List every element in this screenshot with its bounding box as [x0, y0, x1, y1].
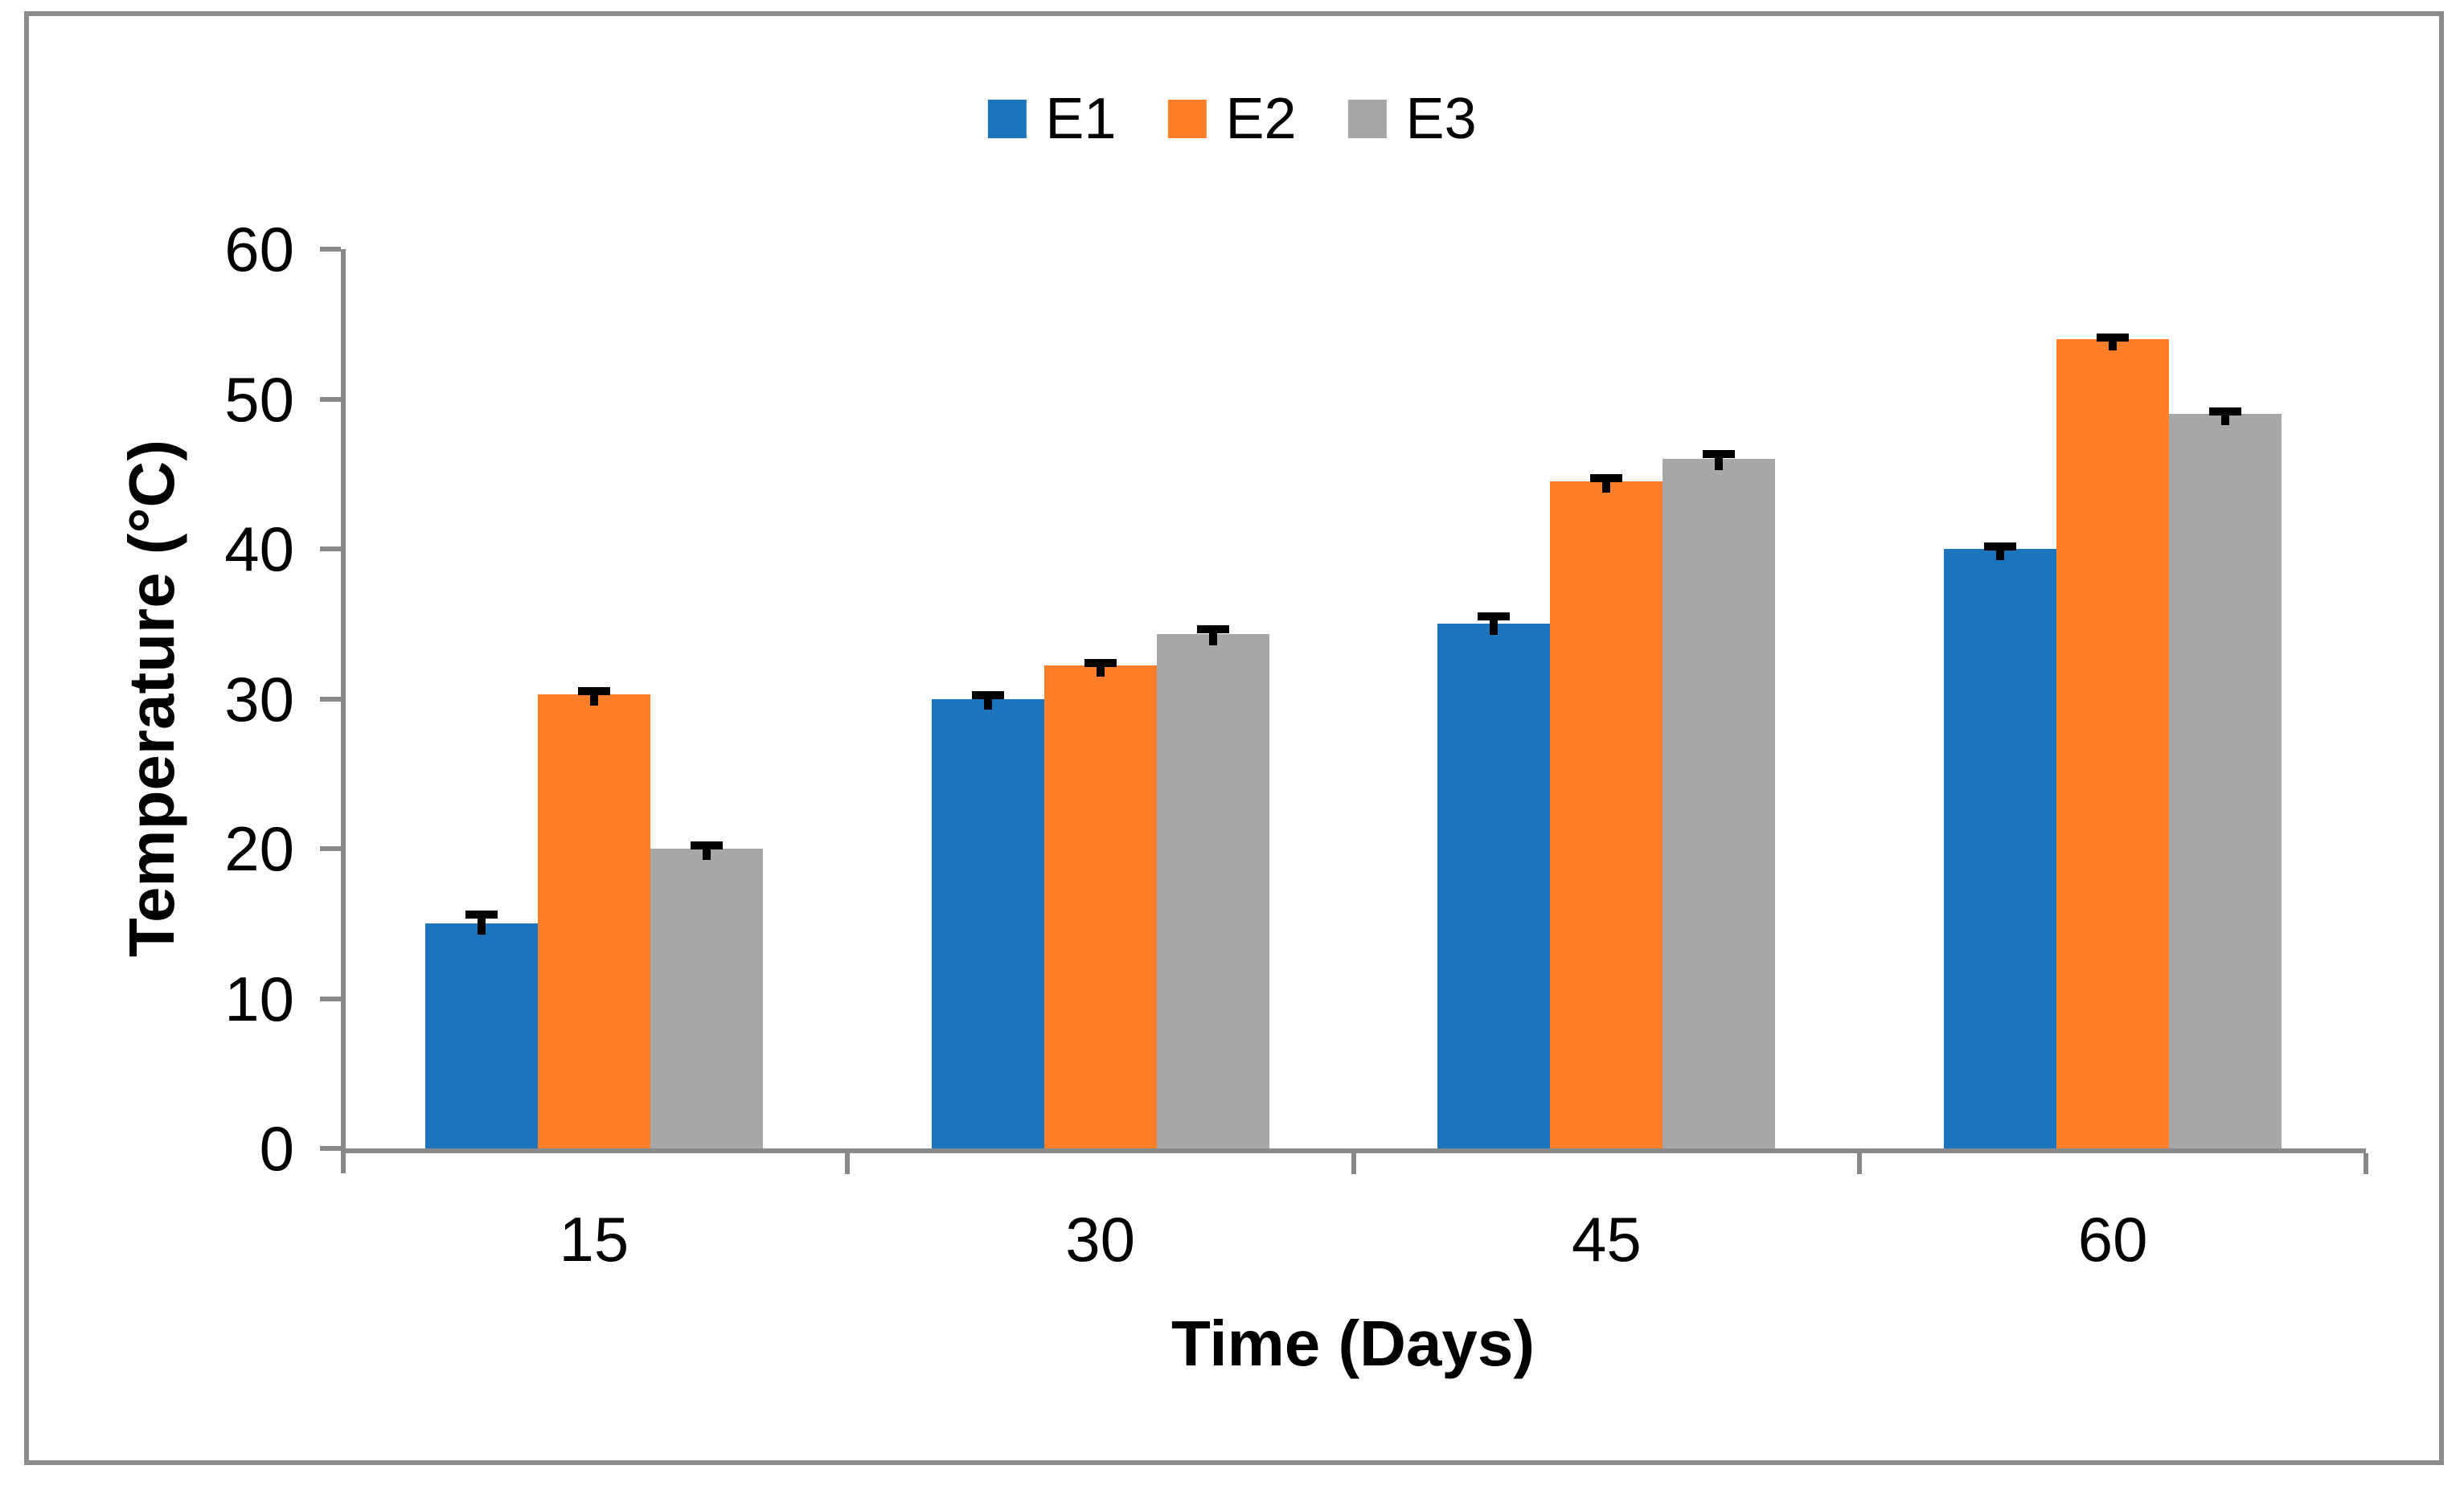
error-bar-stem [983, 694, 992, 710]
error-bar-stem [1096, 662, 1105, 677]
error-bar-cap [465, 911, 498, 919]
error-bar-cap [690, 841, 723, 850]
error-bar-stem [2109, 338, 2118, 350]
x-axis-tick [2364, 1153, 2368, 1174]
error-bar-stem [1208, 628, 1217, 646]
legend-swatch-e3 [1347, 100, 1387, 138]
bar-e3-30 [1156, 634, 1269, 1148]
error-bar-cap [1478, 612, 1511, 620]
x-axis-tick [844, 1153, 850, 1174]
error-bar-cap [2209, 407, 2242, 416]
x-axis-tick [1351, 1153, 1356, 1174]
bar-e2-45 [1550, 481, 1663, 1148]
y-tick-label: 10 [224, 963, 294, 1034]
bar-e1-45 [1437, 624, 1551, 1148]
x-axis-line [341, 1148, 2366, 1153]
error-bar-stem [589, 691, 598, 706]
error-bar-cap [2097, 334, 2130, 342]
y-axis-line [341, 249, 346, 1173]
bar-e1-15 [424, 923, 538, 1148]
chart-border [24, 11, 2444, 1465]
error-bar-stem [1602, 478, 1611, 493]
legend-item-e1: E1 [987, 90, 1116, 148]
bar-e2-30 [1043, 665, 1157, 1148]
error-bar-cap [1196, 624, 1229, 633]
y-axis-tick [320, 996, 341, 1001]
y-axis-tick [320, 396, 341, 402]
error-bar-stem [2221, 411, 2230, 426]
y-tick-label: 50 [224, 363, 294, 435]
y-tick-label: 20 [224, 813, 294, 884]
error-bar-stem [1715, 453, 1724, 471]
y-axis-tick [320, 247, 341, 252]
x-tick-label: 45 [1571, 1204, 1642, 1275]
x-tick-label: 15 [559, 1204, 629, 1275]
bar-e3-15 [650, 849, 763, 1148]
error-bar-cap [1984, 542, 2017, 551]
legend-label: E2 [1225, 87, 1297, 151]
x-tick-label: 60 [2077, 1204, 2148, 1275]
error-bar-stem [1996, 546, 2005, 560]
legend-item-e3: E3 [1347, 87, 1477, 151]
y-tick-label: 60 [224, 214, 294, 284]
y-axis-tick [320, 1146, 341, 1151]
y-axis-tick [320, 846, 341, 851]
legend-item-e2: E2 [1167, 87, 1297, 151]
legend: E1 E2 E3 [987, 87, 1477, 151]
error-bar-cap [577, 687, 610, 696]
y-tick-label: 40 [224, 514, 294, 584]
legend-swatch-e2 [1167, 100, 1207, 138]
x-tick-label: 30 [1065, 1204, 1135, 1275]
error-bar-cap [1084, 658, 1117, 667]
legend-swatch-e1 [987, 100, 1027, 138]
legend-label: E3 [1405, 87, 1477, 151]
bar-e1-60 [1944, 549, 2057, 1148]
bar-e2-15 [537, 694, 650, 1148]
bar-e3-45 [1662, 459, 1776, 1148]
bar-e1-30 [931, 698, 1044, 1148]
legend-label: E1 [1045, 87, 1117, 151]
error-bar-cap [971, 690, 1004, 699]
y-tick-label: 30 [224, 663, 294, 735]
error-bar-stem [1490, 616, 1498, 636]
y-tick-label: 0 [259, 1113, 294, 1184]
y-axis-tick [320, 546, 341, 551]
x-axis-title: Time (Days) [1171, 1308, 1535, 1379]
bar-e2-60 [2056, 338, 2170, 1148]
x-axis-tick [1857, 1153, 1863, 1174]
error-bar-stem [477, 915, 486, 935]
error-bar-stem [702, 845, 711, 860]
y-axis-tick [320, 696, 341, 702]
error-bar-cap [1590, 474, 1623, 483]
bar-e3-60 [2169, 414, 2282, 1148]
error-bar-cap [1703, 449, 1736, 458]
